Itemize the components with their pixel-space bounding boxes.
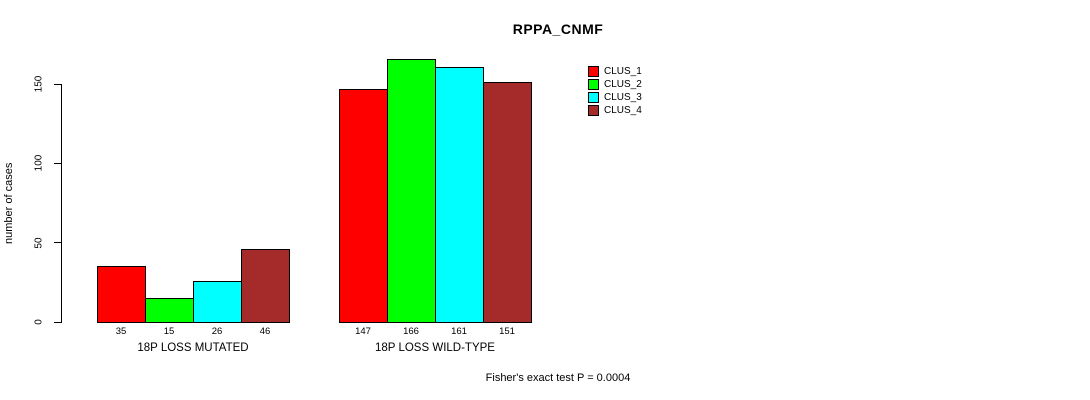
- y-axis-title: number of cases: [3, 162, 15, 245]
- legend-label: CLUS_1: [604, 66, 642, 77]
- bar-clus_2-group2: [387, 59, 436, 323]
- bar-clus_3-group1: [193, 281, 242, 323]
- bar-clus_4-group1: [241, 249, 290, 323]
- legend-entry-clus_2: CLUS_2: [588, 78, 642, 91]
- y-tick-mark: [54, 321, 61, 323]
- bar-value-label: 15: [163, 326, 175, 337]
- bar-value-label: 166: [403, 326, 419, 337]
- legend-swatch: [588, 92, 599, 103]
- legend-label: CLUS_2: [604, 79, 642, 90]
- y-axis-line: [61, 84, 62, 323]
- bar-clus_1-group2: [339, 89, 388, 323]
- y-tick-mark: [54, 162, 61, 164]
- legend: CLUS_1 CLUS_2 CLUS_3 CLUS_4: [588, 65, 642, 117]
- bar-value-label: 161: [451, 326, 467, 337]
- category-label: 18P LOSS MUTATED: [137, 342, 249, 354]
- bar-clus_3-group2: [435, 67, 484, 323]
- y-tick-mark: [54, 242, 61, 244]
- y-tick-label: 100: [33, 154, 45, 172]
- bar-value-label: 147: [355, 326, 371, 337]
- legend-swatch: [588, 79, 599, 90]
- y-tick-label: 0: [33, 319, 45, 325]
- bar-value-label: 35: [115, 326, 127, 337]
- bar-value-label: 26: [211, 326, 223, 337]
- y-tick-label: 50: [33, 237, 45, 249]
- bar-clus_2-group1: [145, 298, 194, 323]
- legend-label: CLUS_3: [604, 92, 642, 103]
- legend-swatch: [588, 105, 599, 116]
- bar-clus_1-group1: [97, 266, 146, 323]
- annotation-text: Fisher's exact test P = 0.0004: [485, 372, 631, 384]
- y-tick-mark: [54, 83, 61, 85]
- legend-entry-clus_4: CLUS_4: [588, 104, 642, 117]
- bar-value-label: 46: [259, 326, 271, 337]
- bar-clus_4-group2: [483, 82, 532, 323]
- chart-title: RPPA_CNMF: [512, 21, 604, 37]
- legend-swatch: [588, 66, 599, 77]
- legend-label: CLUS_4: [604, 105, 642, 116]
- bar-value-label: 151: [499, 326, 515, 337]
- legend-entry-clus_1: CLUS_1: [588, 65, 642, 78]
- y-tick-label: 150: [33, 75, 45, 93]
- category-label: 18P LOSS WILD-TYPE: [375, 342, 495, 354]
- legend-entry-clus_3: CLUS_3: [588, 91, 642, 104]
